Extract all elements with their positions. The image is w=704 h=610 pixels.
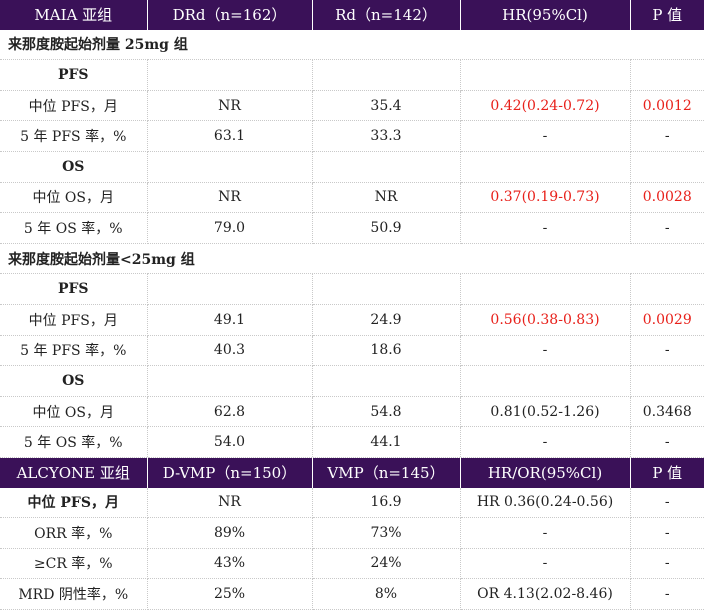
table-row: 5 年 PFS 率，% 40.3 18.6 - - [0,335,704,367]
cell-value: 43% [147,548,313,580]
cell-value: NR [147,182,313,214]
table-row: PFS [0,59,704,91]
table-row: 5 年 OS 率，% 79.0 50.9 - - [0,212,704,244]
cell-value: 25% [147,578,313,610]
maia-header-row: MAIA 亚组 DRd（n=162） Rd（n=142） HR(95%Cl) P… [0,0,704,30]
cell-value: 63.1 [147,120,313,152]
table-row: 中位 OS，月 NR NR 0.37(0.19-0.73) 0.0028 [0,182,704,214]
row-label: 5 年 OS 率，% [0,212,148,244]
table-row: ≥CR 率，% 43% 24% - - [0,548,704,580]
cell-value: 73% [312,517,461,549]
cell-p: - [630,578,704,610]
cell-hr: OR 4.13(2.02-8.46) [460,578,631,610]
maia-header-drd: DRd（n=162） [147,0,313,30]
cell-hr: 0.42(0.24-0.72) [460,90,631,122]
cell-p: 0.0029 [630,304,704,336]
g1-pfs-label: PFS [0,59,148,91]
cell-value: 54.8 [312,396,461,428]
cell-hr: HR 0.36(0.24-0.56) [460,487,631,519]
cell-value: 79.0 [147,212,313,244]
cell-p: - [630,212,704,244]
cell-value: 44.1 [312,426,461,458]
table-row: 5 年 PFS 率，% 63.1 33.3 - - [0,120,704,152]
table-row: OS [0,365,704,397]
row-label: MRD 阴性率，% [0,578,148,610]
table-row: 中位 PFS，月 NR 16.9 HR 0.36(0.24-0.56) - [0,487,704,519]
cell-p: - [630,120,704,152]
cell-value: NR [312,182,461,214]
cell-p: - [630,548,704,580]
cell-value: 62.8 [147,396,313,428]
g2-pfs-label: PFS [0,273,148,305]
cell-value: 49.1 [147,304,313,336]
cell-hr: 0.37(0.19-0.73) [460,182,631,214]
cell-value: NR [147,487,313,519]
alcyone-header-row: ALCYONE 亚组 D-VMP（n=150） VMP（n=145） HR/OR… [0,457,704,488]
cell-hr: - [460,120,631,152]
table-row: MRD 阴性率，% 25% 8% OR 4.13(2.02-8.46) - [0,578,704,610]
cell-hr: - [460,335,631,367]
g1-os-label: OS [0,151,148,183]
cell-hr: - [460,426,631,458]
maia-header-p: P 值 [630,0,704,30]
cell-value: 24.9 [312,304,461,336]
cell-hr: 0.56(0.38-0.83) [460,304,631,336]
row-label: 5 年 PFS 率，% [0,120,148,152]
cell-hr: - [460,212,631,244]
table-row: ORR 率，% 89% 73% - - [0,517,704,549]
cell-value: 16.9 [312,487,461,519]
row-label: 中位 OS，月 [0,182,148,214]
row-label: 中位 PFS，月 [0,304,148,336]
table-row: 中位 PFS，月 NR 35.4 0.42(0.24-0.72) 0.0012 [0,90,704,122]
row-label: 中位 OS，月 [0,396,148,428]
table-row: 中位 PFS，月 49.1 24.9 0.56(0.38-0.83) 0.002… [0,304,704,336]
group1-title-row: 来那度胺起始剂量 25mg 组 [0,29,704,61]
alcyone-header-vmp: VMP（n=145） [312,457,461,488]
group2-title: 来那度胺起始剂量<25mg 组 [0,243,704,275]
table-row: PFS [0,273,704,305]
cell-value: 50.9 [312,212,461,244]
cell-value: 40.3 [147,335,313,367]
maia-header-subgroup: MAIA 亚组 [0,0,148,30]
g2-os-label: OS [0,365,148,397]
cell-p: - [630,487,704,519]
cell-value: NR [147,90,313,122]
row-label: 中位 PFS，月 [0,90,148,122]
cell-value: 8% [312,578,461,610]
group1-title: 来那度胺起始剂量 25mg 组 [0,29,704,61]
cell-p: - [630,517,704,549]
maia-header-hr: HR(95%Cl) [460,0,631,30]
group2-title-row: 来那度胺起始剂量<25mg 组 [0,243,704,275]
maia-header-rd: Rd（n=142） [312,0,461,30]
cell-p: - [630,426,704,458]
table-row: 中位 OS，月 62.8 54.8 0.81(0.52-1.26) 0.3468 [0,396,704,428]
cell-p: 0.0012 [630,90,704,122]
cell-value: 54.0 [147,426,313,458]
cell-hr: 0.81(0.52-1.26) [460,396,631,428]
alcyone-header-p: P 值 [630,457,704,488]
cell-value: 33.3 [312,120,461,152]
cell-hr: - [460,517,631,549]
table-row: 5 年 OS 率，% 54.0 44.1 - - [0,426,704,458]
cell-p: 0.0028 [630,182,704,214]
row-label: 5 年 PFS 率，% [0,335,148,367]
alcyone-header-hr: HR/OR(95%Cl) [460,457,631,488]
alcyone-header-subgroup: ALCYONE 亚组 [0,457,148,488]
cell-p: - [630,335,704,367]
cell-p: 0.3468 [630,396,704,428]
cell-value: 89% [147,517,313,549]
cell-value: 24% [312,548,461,580]
table-row: OS [0,151,704,183]
cell-value: 18.6 [312,335,461,367]
cell-hr: - [460,548,631,580]
row-label: ≥CR 率，% [0,548,148,580]
alcyone-header-dvmp: D-VMP（n=150） [147,457,313,488]
row-label: 中位 PFS，月 [0,487,148,519]
row-label: 5 年 OS 率，% [0,426,148,458]
cell-value: 35.4 [312,90,461,122]
row-label: ORR 率，% [0,517,148,549]
